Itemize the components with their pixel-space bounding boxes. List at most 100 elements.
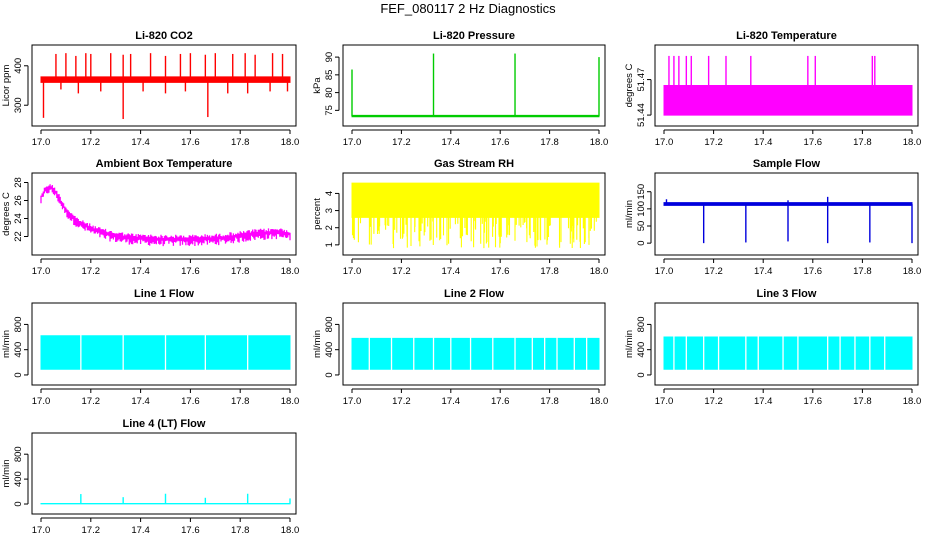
y-tick-label: 300 [13, 97, 24, 113]
y-axis: 300 400 [13, 58, 29, 113]
x-tick-label: 17.0 [343, 266, 362, 277]
x-tick-label: 17.2 [82, 396, 101, 407]
x-tick-label: 18.0 [281, 525, 300, 536]
chart-series [351, 337, 600, 371]
chart-series [40, 53, 291, 120]
x-axis: 17.0 17.2 17.4 17.6 17.8 18.0 [32, 258, 300, 277]
y-axis-label: ml/min [1, 460, 12, 488]
chart-title: Sample Flow [753, 158, 821, 170]
x-tick-label: 17.2 [704, 137, 723, 148]
x-tick-label: 17.6 [181, 266, 200, 277]
plot-frame [342, 302, 606, 386]
y-tick-label: 50 [636, 221, 647, 232]
x-tick-label: 17.8 [853, 266, 872, 277]
chart-title: Line 4 (LT) Flow [123, 418, 206, 430]
x-tick-label: 17.4 [442, 266, 461, 277]
plot-frame [342, 172, 606, 256]
chart-title: Line 1 Flow [134, 288, 194, 300]
y-axis: 51.44 51.47 [636, 68, 652, 127]
x-tick-label: 17.0 [343, 396, 362, 407]
chart-series [40, 493, 291, 505]
x-tick-label: 18.0 [903, 266, 922, 277]
x-axis: 17.0 17.2 17.4 17.6 17.8 18.0 [32, 129, 299, 148]
chart-title: Line 2 Flow [444, 288, 504, 300]
chart-panel: Li-820 CO2 17.0 17.2 17.4 17.6 17.8 18.0 300 400… [1, 30, 299, 148]
x-tick-label: 17.6 [491, 266, 510, 277]
x-tick-label: 17.4 [754, 266, 773, 277]
x-tick-label: 17.6 [491, 137, 510, 148]
y-axis-label: Licor ppm [1, 65, 12, 107]
y-axis: 0 400 800 [13, 446, 29, 507]
page-title: FEF_080117 2 Hz Diagnostics [380, 1, 556, 16]
chart-series [351, 182, 600, 249]
x-axis: 17.0 17.2 17.4 17.6 17.8 18.0 [343, 388, 609, 407]
plot-frame [31, 172, 297, 256]
x-tick-label: 17.4 [131, 137, 150, 148]
y-tick-label: 28 [13, 177, 24, 188]
y-axis: 22 24 26 28 [13, 177, 29, 242]
chart-panel: Ambient Box Temperature 17.0 17.2 17.4 17.6 1… [1, 158, 299, 277]
x-tick-label: 17.4 [131, 396, 150, 407]
y-axis-label: percent [312, 198, 323, 230]
x-tick-label: 17.8 [231, 396, 250, 407]
x-tick-label: 17.6 [804, 396, 823, 407]
y-tick-label: 0 [13, 372, 24, 377]
y-tick-label: 3 [324, 208, 335, 213]
y-tick-label: 400 [13, 342, 24, 358]
x-tick-label: 18.0 [903, 137, 922, 148]
y-tick-label: 2 [324, 225, 335, 230]
y-tick-label: 800 [13, 316, 24, 332]
y-tick-label: 800 [636, 316, 647, 332]
y-tick-label: 800 [13, 446, 24, 462]
y-tick-label: 400 [13, 58, 24, 74]
x-tick-label: 17.8 [231, 525, 250, 536]
x-axis: 17.0 17.2 17.4 17.6 17.8 18.0 [343, 129, 608, 148]
chart-panel: Gas Stream RH 17.0 17.2 17.4 17.6 17.8 18.0 1 2 3… [312, 158, 608, 277]
x-tick-label: 17.4 [442, 396, 461, 407]
x-tick-label: 17.0 [32, 396, 51, 407]
x-tick-label: 17.4 [754, 396, 773, 407]
chart-series [663, 196, 913, 244]
y-tick-label: 150 [636, 184, 647, 200]
plot-frame [654, 44, 919, 127]
x-tick-label: 17.0 [655, 396, 674, 407]
x-tick-label: 18.0 [590, 266, 609, 277]
y-tick-label: 85 [324, 70, 335, 81]
chart-series [40, 334, 291, 371]
plot-frame [342, 44, 606, 127]
chart-panel: Line 2 Flow 17.0 17.2 17.4 17.6 17.8 18.0 0 400 8… [312, 288, 608, 407]
plot-frame [31, 432, 297, 515]
chart-series [351, 53, 600, 118]
x-axis: 17.0 17.2 17.4 17.6 17.8 18.0 [655, 129, 922, 148]
plot-frame [654, 302, 919, 386]
y-axis: 75 80 85 90 [324, 52, 340, 116]
data-band [663, 336, 913, 370]
x-tick-label: 17.8 [540, 396, 559, 407]
x-tick-label: 17.6 [181, 525, 200, 536]
chart-panel: Line 4 (LT) Flow 17.0 17.2 17.4 17.6 17.8 18.0… [1, 418, 299, 536]
chart-title: Li-820 Temperature [736, 30, 837, 42]
plot-frame [31, 302, 297, 386]
y-tick-label: 100 [636, 201, 647, 217]
chart-title: Gas Stream RH [434, 158, 514, 170]
y-tick-label: 400 [636, 342, 647, 358]
x-tick-label: 17.0 [32, 525, 51, 536]
x-tick-label: 18.0 [281, 266, 300, 277]
x-tick-label: 17.0 [343, 137, 362, 148]
x-tick-label: 17.0 [32, 266, 51, 277]
chart-panel: Sample Flow 17.0 17.2 17.4 17.6 17.8 18.0 0 50 10… [624, 158, 921, 277]
x-tick-label: 17.8 [540, 137, 559, 148]
y-axis: 0 400 800 [324, 316, 340, 378]
y-tick-label: 0 [324, 372, 335, 377]
chart-series [663, 336, 913, 371]
y-tick-label: 800 [324, 316, 335, 332]
data-band [351, 114, 600, 118]
x-axis: 17.0 17.2 17.4 17.6 17.8 18.0 [32, 517, 300, 536]
chart-title: Ambient Box Temperature [96, 158, 233, 170]
x-tick-label: 18.0 [590, 396, 609, 407]
data-band [351, 182, 600, 218]
x-tick-label: 17.2 [704, 266, 723, 277]
chart-series [663, 55, 913, 116]
data-trace [40, 184, 291, 247]
